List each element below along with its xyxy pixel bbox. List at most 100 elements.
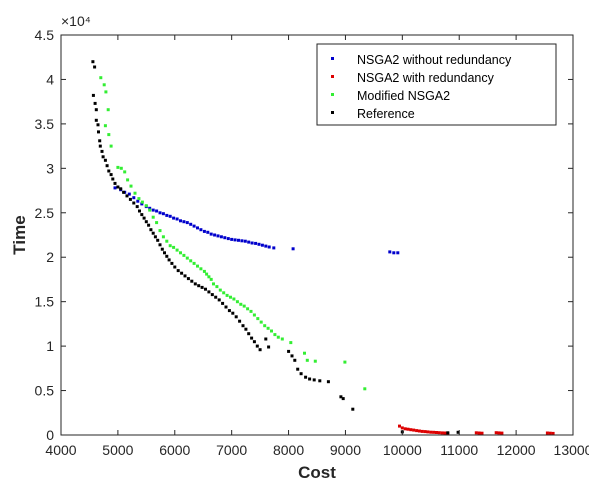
data-point [406, 427, 410, 431]
data-point [420, 429, 424, 433]
data-point [351, 407, 355, 411]
data-point [172, 216, 176, 220]
data-point [263, 324, 267, 328]
data-point [126, 178, 130, 182]
data-point [202, 229, 206, 233]
x-tick-label: 8000 [273, 442, 304, 458]
data-point [412, 428, 416, 432]
data-point [548, 431, 552, 435]
data-point [435, 431, 438, 434]
data-point [497, 431, 501, 435]
data-point [403, 427, 407, 431]
data-point [186, 277, 190, 281]
data-point [257, 242, 261, 246]
data-point [426, 430, 430, 434]
data-point [218, 288, 222, 292]
data-point [132, 196, 136, 200]
data-point [222, 291, 226, 295]
data-point [182, 253, 186, 257]
data-point [91, 93, 95, 97]
data-point [199, 228, 203, 232]
data-point [182, 220, 186, 224]
data-point [415, 429, 419, 433]
data-point [446, 431, 450, 435]
y-tick-label: 4.5 [35, 27, 55, 43]
y-tick-label: 1 [46, 338, 54, 354]
data-point [128, 197, 132, 201]
data-point [260, 243, 264, 247]
data-point [437, 431, 441, 435]
axes-layer: 4000 5000 6000 7000 8000 9000 10000 11000 12000 1… [35, 27, 589, 458]
data-point [225, 293, 229, 297]
data-point [148, 206, 152, 210]
data-point [179, 251, 182, 255]
data-point [235, 300, 239, 304]
data-point [136, 199, 140, 203]
data-point [237, 238, 240, 242]
data-point [215, 285, 219, 289]
data-point [480, 431, 484, 435]
data-point [107, 133, 111, 137]
y-tick-label: 3 [46, 160, 54, 176]
y-tick-label: 2.5 [35, 205, 55, 221]
data-point [267, 345, 271, 349]
data-point [249, 309, 253, 313]
data-point [409, 428, 413, 432]
data-point [103, 158, 107, 162]
data-point [125, 194, 129, 198]
data-point [142, 216, 146, 220]
data-point [137, 197, 141, 201]
data-point [280, 337, 284, 341]
data-point [238, 319, 242, 323]
legend-label: Reference [357, 107, 415, 121]
data-point [477, 431, 481, 435]
x-tick-label: 13000 [554, 442, 589, 458]
data-point [106, 108, 110, 112]
data-point [127, 192, 131, 196]
data-point [500, 431, 504, 435]
data-point [233, 238, 237, 242]
data-point [264, 337, 268, 341]
data-point [93, 65, 97, 69]
data-point [474, 431, 478, 435]
x-tick-label: 5000 [102, 442, 133, 458]
data-point [116, 185, 120, 189]
data-point [247, 332, 251, 336]
data-point [192, 224, 196, 228]
data-point [207, 275, 211, 279]
data-point [190, 279, 194, 283]
data-point [423, 430, 427, 434]
data-point [429, 430, 433, 434]
data-point [256, 317, 260, 321]
data-point [172, 245, 176, 249]
data-point [231, 311, 235, 315]
data-point [210, 293, 214, 297]
data-point [133, 191, 137, 195]
plot-frame [60, 34, 574, 436]
data-point [161, 212, 165, 216]
legend-marker [331, 75, 334, 78]
data-point [163, 251, 166, 255]
data-point [179, 219, 182, 223]
data-point [494, 431, 498, 435]
data-point [204, 287, 207, 291]
data-point [155, 209, 159, 213]
data-point [94, 108, 98, 112]
data-point [226, 237, 230, 241]
legend-label: NSGA2 without redundancy [357, 53, 512, 67]
legend-label: NSGA2 with redundancy [357, 71, 495, 85]
series-0 [113, 186, 400, 255]
data-point [207, 290, 211, 294]
data-point [192, 261, 196, 265]
data-point [99, 76, 103, 80]
data-point [456, 430, 460, 434]
data-point [158, 229, 162, 233]
data-point [93, 101, 97, 105]
y-tick-label: 4 [46, 71, 54, 87]
data-point [209, 232, 213, 236]
data-point [224, 305, 228, 309]
data-point [273, 333, 277, 337]
data-point [155, 221, 159, 225]
